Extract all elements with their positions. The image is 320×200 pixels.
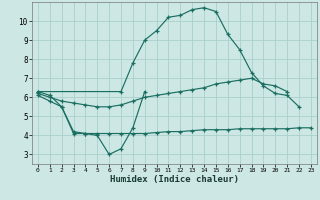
X-axis label: Humidex (Indice chaleur): Humidex (Indice chaleur) — [110, 175, 239, 184]
